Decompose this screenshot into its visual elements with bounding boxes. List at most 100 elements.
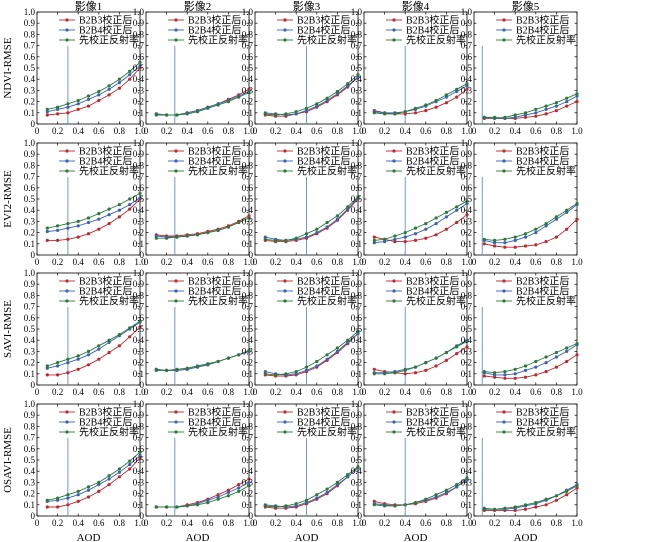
point-r1-c4-2-2 [503, 237, 507, 241]
point-r0-c4-0-8 [565, 104, 569, 108]
series-line-r0-c4-2 [484, 93, 578, 118]
point-r2-c3-2-3 [403, 368, 407, 372]
x-tick-label-r2-c4-1: 0.2 [489, 387, 500, 397]
point-r0-c2-1-8 [346, 84, 350, 88]
y-tick-label-r1-c1-8: 0.8 [133, 160, 145, 170]
x-tick-label-r0-c2-1: 0.2 [270, 126, 281, 136]
series-line-r0-c4-1 [484, 95, 578, 119]
y-tick-label-r0-c3-10: 1.0 [351, 7, 363, 17]
x-tick-label-r1-c3-0: 0 [362, 257, 367, 267]
y-tick-label-r3-c0-4: 0.4 [24, 466, 36, 476]
y-tick-label-r0-c2-1: 0.1 [242, 108, 253, 118]
point-r0-c4-2-8 [565, 96, 569, 100]
x-tick-label-r2-c3-2: 0.4 [400, 387, 412, 397]
point-r2-c4-2-0 [482, 370, 486, 374]
x-tick-label-r2-c0-1: 0.2 [52, 387, 63, 397]
y-tick-label-r3-c4-0: 0 [468, 511, 473, 521]
point-r0-c4-2-7 [554, 101, 559, 105]
x-tick-label-r0-c3-5: 1.0 [461, 126, 473, 136]
point-r0-c4-1-3 [513, 115, 517, 119]
point-r0-c3-2-9 [465, 82, 469, 86]
x-tick-label-r2-c3-5: 1.0 [461, 387, 473, 397]
x-tick-label-r1-c3-4: 0.8 [441, 257, 453, 267]
legend-label-r0-c3-0: B2B3校正后 [406, 14, 459, 27]
point-r3-c0-0-8 [128, 467, 132, 471]
y-tick-label-r3-c2-0: 0 [249, 511, 254, 521]
point-r2-c4-0-5 [534, 373, 538, 377]
point-r2-c0-0-8 [128, 335, 132, 339]
legend-marker-r3-c3-1 [392, 420, 396, 424]
point-r2-c1-2-2 [175, 367, 179, 371]
series-line-r3-c1-2 [156, 485, 250, 508]
point-r3-c4-0-4 [523, 507, 528, 511]
y-tick-label-r3-c0-8: 0.8 [24, 421, 36, 431]
series-line-r1-c3-0 [374, 214, 468, 243]
point-r3-c2-2-6 [325, 487, 329, 491]
y-tick-label-r2-c0-4: 0.4 [24, 335, 36, 345]
point-r2-c0-2-8 [128, 326, 132, 330]
x-tick-label-r0-c1-1: 0.2 [161, 126, 172, 136]
y-tick-label-r0-c4-10: 1.0 [461, 7, 473, 17]
column-title-1: 影像2 [184, 0, 212, 13]
legend-label-r3-c3-0: B2B3校正后 [406, 406, 459, 419]
x-tick-label-r0-c3-2: 0.4 [400, 126, 412, 136]
x-tick-label-r0-c4-0: 0 [472, 126, 477, 136]
y-tick-label-r0-c4-6: 0.6 [461, 52, 473, 62]
y-tick-label-r3-c4-9: 0.9 [461, 410, 473, 420]
point-r1-c1-2-6 [216, 228, 220, 232]
point-r0-c0-0-4 [86, 104, 91, 108]
point-r1-c4-0-5 [534, 243, 538, 247]
y-tick-label-r2-c1-1: 0.1 [133, 369, 144, 379]
point-r3-c4-2-8 [565, 489, 569, 493]
y-tick-label-r2-c3-10: 1.0 [351, 268, 363, 278]
point-r3-c4-0-9 [575, 486, 579, 490]
point-r1-c3-1-3 [403, 235, 407, 239]
point-r0-c3-1-7 [444, 95, 448, 99]
point-r0-c0-2-5 [97, 89, 101, 94]
point-r2-c1-2-7 [226, 356, 230, 360]
legend-marker-r0-c2-0 [283, 18, 287, 22]
x-tick-label-r2-c3-4: 0.8 [441, 387, 453, 397]
point-r3-c1-0-9 [247, 477, 251, 481]
x-axis-label-c4: AOD [514, 532, 538, 542]
legend-label-r1-c2-2: 先校正反射率 [297, 165, 357, 178]
point-r1-c4-1-2 [503, 241, 507, 245]
x-tick-label-r2-c4-0: 0 [472, 387, 477, 397]
x-tick-label-r1-c2-0: 0 [253, 257, 258, 267]
y-tick-label-r0-c1-3: 0.3 [133, 85, 145, 95]
point-r2-c4-2-4 [523, 364, 528, 368]
legend-label-r2-c4-1: B2B4校正后 [516, 285, 569, 298]
point-r3-c1-2-1 [165, 505, 169, 509]
point-r2-c0-2-7 [117, 333, 121, 337]
legend-marker-r0-c2-1 [283, 28, 287, 32]
y-tick-label-r2-c3-2: 0.2 [351, 358, 362, 368]
y-tick-label-r2-c4-4: 0.4 [461, 335, 473, 345]
point-r1-c0-2-4 [86, 216, 91, 220]
point-r2-c4-1-8 [565, 349, 569, 353]
point-r1-c3-0-5 [424, 236, 428, 240]
y-tick-label-r3-c1-8: 0.8 [133, 421, 145, 431]
point-r3-c3-2-4 [413, 501, 418, 505]
y-tick-label-r1-c1-7: 0.7 [133, 172, 145, 182]
legend-label-r3-c0-2: 先校正反射率 [79, 426, 139, 439]
point-r3-c0-1-8 [128, 462, 132, 467]
point-r2-c0-0-9 [138, 325, 142, 329]
legend-label-r1-c2-0: B2B3校正后 [297, 145, 350, 158]
y-tick-label-r2-c1-4: 0.4 [133, 335, 145, 345]
y-tick-label-r0-c1-2: 0.2 [133, 97, 144, 107]
y-tick-label-r3-c3-6: 0.6 [351, 444, 363, 454]
legend-marker-r2-c4-1 [502, 289, 506, 293]
series-line-r3-c3-1 [374, 479, 468, 507]
y-tick-label-r1-c3-1: 0.1 [351, 239, 362, 249]
point-r1-c3-1-9 [465, 201, 469, 206]
point-r2-c3-0-0 [372, 367, 376, 371]
point-r1-c3-1-1 [383, 240, 387, 244]
series-line-r3-c4-1 [484, 484, 578, 510]
point-r0-c0-0-5 [97, 98, 101, 103]
y-tick-label-r0-c2-2: 0.2 [242, 97, 253, 107]
x-axis-label-c1: AOD [186, 532, 210, 542]
point-r2-c2-2-7 [335, 346, 339, 350]
point-r2-c2-1-6 [325, 357, 329, 361]
x-tick-label-r0-c0-5: 1.0 [134, 126, 146, 136]
point-r2-c2-1-7 [335, 349, 339, 353]
